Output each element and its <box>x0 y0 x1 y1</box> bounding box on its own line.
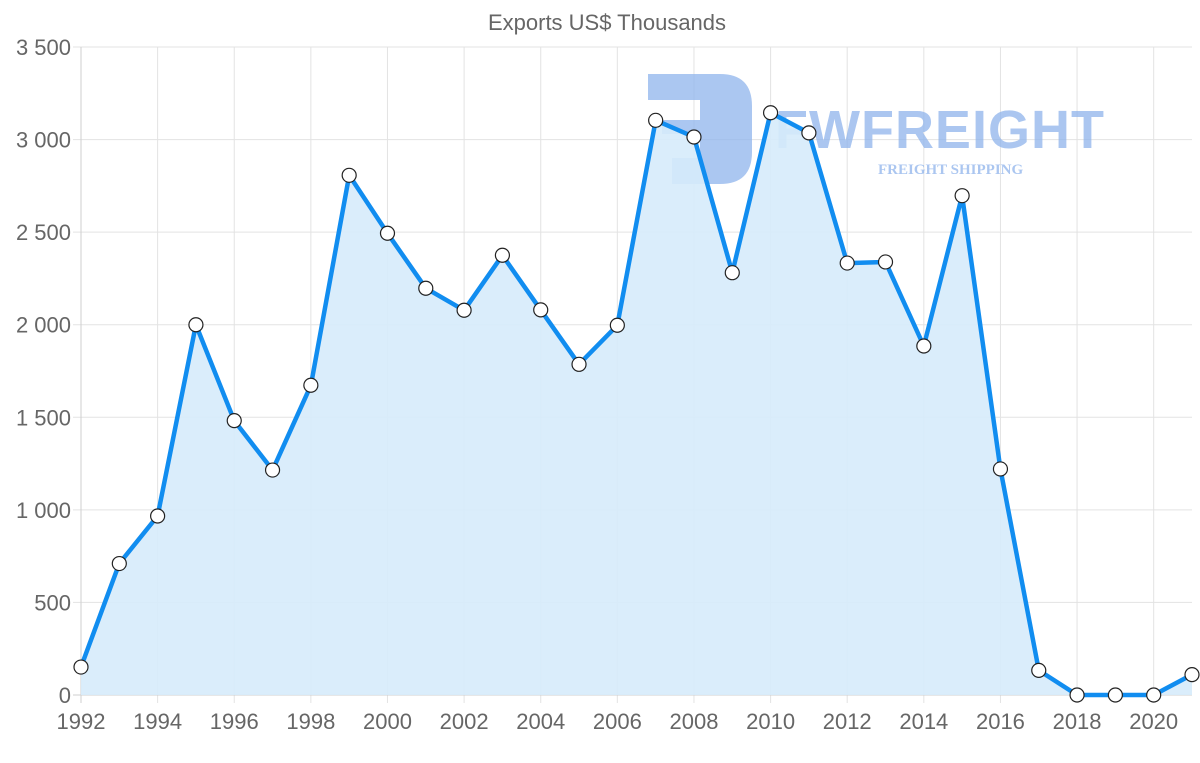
x-tick-label: 1992 <box>57 709 106 734</box>
data-point-2002[interactable] <box>456 302 472 318</box>
area-fill <box>81 112 1192 695</box>
data-point-2006[interactable] <box>609 317 625 333</box>
y-tick-label: 1 000 <box>16 498 71 523</box>
x-tick-label: 2000 <box>363 709 412 734</box>
watermark-logo: FWFREIGHT FREIGHT SHIPPING <box>648 74 1105 184</box>
data-point-2012[interactable] <box>839 255 855 271</box>
data-point-1998[interactable] <box>303 377 319 393</box>
x-tick-label: 2020 <box>1129 709 1178 734</box>
data-point-2009[interactable] <box>724 265 740 281</box>
x-axis-labels: 1992 1994 1996 1998 2000 2002 2004 2006 2008 2010… <box>57 709 1179 734</box>
data-point-2019[interactable] <box>1107 687 1123 703</box>
y-tick-label: 2 000 <box>16 313 71 338</box>
data-point-2007[interactable] <box>648 112 664 128</box>
data-point-2014[interactable] <box>916 338 932 354</box>
data-point-2017[interactable] <box>1031 662 1047 678</box>
data-point-1995[interactable] <box>188 317 204 333</box>
x-tick-label: 2004 <box>516 709 565 734</box>
data-point-2000[interactable] <box>379 225 396 241</box>
data-point-2016[interactable] <box>992 461 1009 477</box>
data-point-2018[interactable] <box>1069 687 1085 703</box>
x-tick-label: 1996 <box>210 709 259 734</box>
data-point-2003[interactable] <box>494 247 511 263</box>
y-axis-labels: 0 500 1 000 1 500 2 000 2 500 3 000 3 500 <box>16 35 71 708</box>
watermark-tagline: FREIGHT SHIPPING <box>878 162 1023 178</box>
x-tick-label: 1994 <box>133 709 182 734</box>
data-point-2020[interactable] <box>1146 687 1162 703</box>
data-point-1999[interactable] <box>341 167 357 183</box>
y-tick-label: 0 <box>59 683 71 708</box>
x-tick-label: 2010 <box>746 709 795 734</box>
data-point-2015[interactable] <box>954 188 970 204</box>
watermark-brand: FWFREIGHT <box>775 100 1105 160</box>
x-tick-label: 1998 <box>286 709 335 734</box>
data-point-1996[interactable] <box>226 413 242 429</box>
series-line <box>78 110 1194 698</box>
x-tick-label: 2008 <box>669 709 718 734</box>
x-tick-label: 2018 <box>1053 709 1102 734</box>
data-point-2008[interactable] <box>686 129 702 145</box>
data-points <box>73 105 1200 703</box>
y-tick-label: 500 <box>34 590 71 615</box>
x-tick-label: 2014 <box>899 709 948 734</box>
data-point-2013[interactable] <box>877 254 894 270</box>
data-point-2005[interactable] <box>571 356 587 372</box>
x-tick-label: 2016 <box>976 709 1025 734</box>
data-point-2001[interactable] <box>418 280 434 296</box>
data-point-2011[interactable] <box>801 125 817 141</box>
y-tick-label: 3 500 <box>16 35 71 60</box>
y-tick-label: 2 500 <box>16 220 71 245</box>
data-point-2010[interactable] <box>762 105 779 121</box>
data-point-2021[interactable] <box>1184 667 1200 683</box>
x-tick-label: 2006 <box>593 709 642 734</box>
chart-title: Exports US$ Thousands <box>488 10 726 35</box>
data-point-1997[interactable] <box>264 462 281 478</box>
x-tick-label: 2002 <box>440 709 489 734</box>
fw-logo-icon <box>648 74 752 184</box>
y-tick-label: 3 000 <box>16 128 71 153</box>
data-point-1994[interactable] <box>150 508 166 524</box>
data-point-2004[interactable] <box>533 302 549 318</box>
y-tick-label: 1 500 <box>16 405 71 430</box>
data-point-1993[interactable] <box>111 555 127 572</box>
x-tick-label: 2012 <box>823 709 872 734</box>
data-point-1992[interactable] <box>73 659 89 675</box>
